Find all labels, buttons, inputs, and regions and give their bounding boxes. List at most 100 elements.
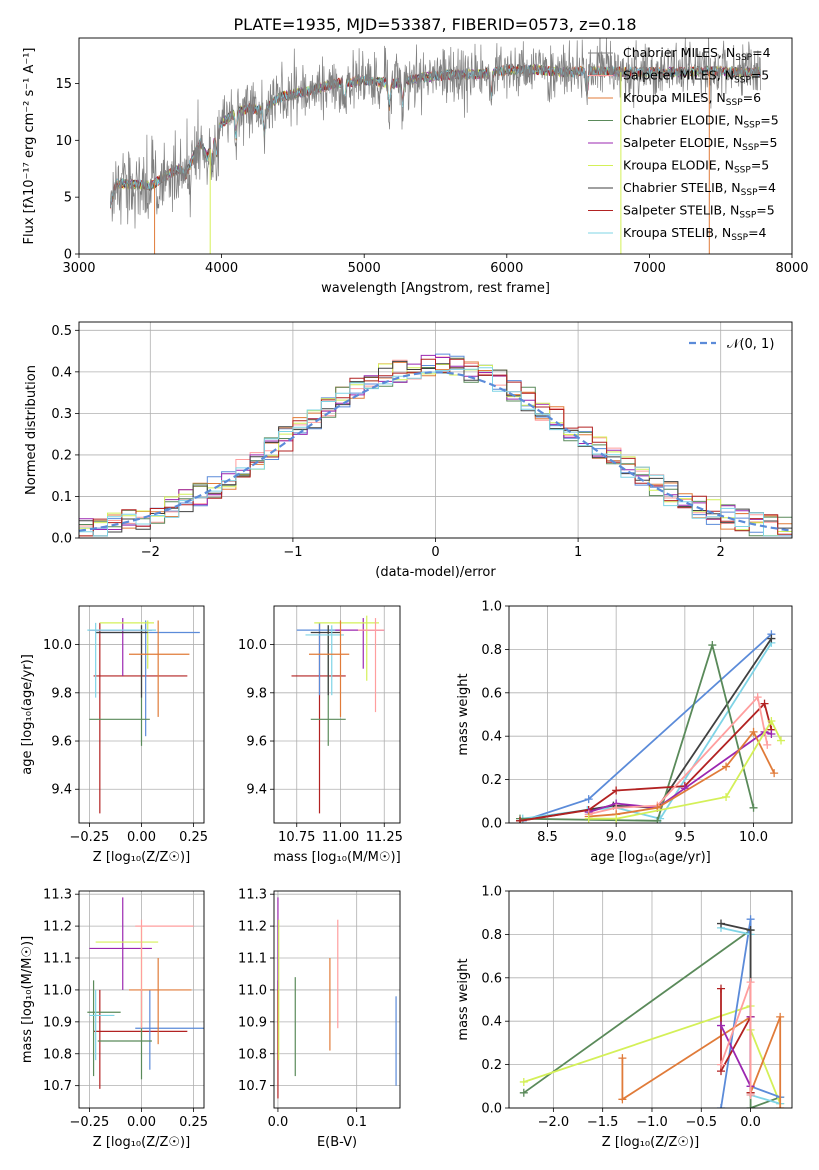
residual_hist-xlabel: (data-model)/error: [375, 565, 496, 580]
figure-title: PLATE=1935, MJD=53387, FIBERID=0573, z=0…: [233, 15, 636, 34]
legend-entry: Salpeter ELODIE, NSSP=5: [623, 135, 777, 153]
mass_vs_Z-point: [129, 958, 192, 1045]
residual_hist-xtick-label: −2: [141, 545, 160, 560]
hist-legend-label: 𝒩(0, 1): [727, 337, 774, 352]
massweight_vs_Z-marker: [776, 1012, 785, 1021]
massweight_vs_Z-xtick-label: −1.5: [587, 1115, 619, 1130]
massweight_vs_Z-marker: [519, 1077, 528, 1086]
massweight_vs_age-marker: [722, 762, 731, 771]
massweight_vs_age-ytick-label: 1.0: [481, 600, 502, 615]
massweight_vs_age-marker: [722, 792, 731, 801]
mass_vs_Z-point: [93, 989, 188, 1089]
mass_vs_Z-ytick-label: 10.7: [43, 1079, 72, 1094]
massweight_vs_age-ylabel: mass weight: [456, 673, 471, 755]
massweight_vs_age-marker: [749, 727, 758, 736]
spectrum-ytick-label: 5: [64, 191, 72, 206]
spectrum-ytick-label: 0: [64, 248, 72, 263]
massweight_vs_Z-ytick-label: 1.0: [481, 885, 502, 900]
age_vs_Z-xtick-label: −0.25: [69, 830, 109, 845]
mass_vs_ebv-ytick-label: 11.0: [238, 983, 267, 998]
massweight_vs_Z-marker: [776, 1104, 785, 1108]
residual_hist-ytick-label: 0.3: [51, 407, 72, 422]
mass_vs_Z-ytick-label: 10.9: [43, 1015, 72, 1030]
residual_hist-ytick-label: 0.0: [51, 532, 72, 547]
legend-entry: Kroupa MILES, NSSP=6: [623, 90, 761, 108]
age_vs_mass-axes: 10.75 11.00 11.25 9.4 9.6 9.8 10.0 mass [log₁₀(…: [238, 605, 403, 865]
legend-entry: Salpeter STELIB, NSSP=5: [623, 203, 775, 221]
spectrum-xtick-label: 3000: [62, 261, 95, 276]
normal-curve: [79, 371, 790, 532]
massweight_vs_age-ytick-label: 0.0: [481, 817, 502, 832]
mass_vs_Z-point: [135, 919, 194, 1029]
age_vs_Z-ytick-label: 9.8: [51, 686, 72, 701]
massweight_vs_age-axes: 8.5 9.0 9.5 10.0 0.0 0.2 0.4 0.6 0.8 1.0 age [log₁…: [456, 600, 793, 865]
mass_vs_Z-ylabel: mass [log₁₀(M/M☉)]: [20, 936, 35, 1063]
massweight_vs_age-marker: [584, 795, 593, 804]
residual_hist-ytick-label: 0.4: [51, 365, 72, 380]
massweight_vs_Z-series: [717, 978, 755, 1099]
massweight_vs_age-series: [584, 717, 786, 823]
age_vs_Z-ytick-label: 9.4: [51, 783, 72, 798]
age_vs_Z-xtick-label: 0.25: [179, 830, 208, 845]
age_vs_Z-point: [99, 620, 154, 669]
massweight_vs_age-marker: [763, 740, 772, 749]
age_vs_mass-point: [310, 625, 341, 696]
axes-frame: [273, 605, 401, 824]
age_vs_mass-ytick-label: 10.0: [238, 638, 267, 653]
massweight_vs_age-marker: [708, 641, 717, 650]
residual_hist-ylabel: Normed distribution: [24, 365, 39, 495]
axes-frame: [78, 890, 205, 1109]
age_vs_mass-ytick-label: 9.4: [246, 783, 267, 798]
spectrum-axes: 3000 4000 5000 6000 7000 8000 0 5 10 15 wavelength…: [22, 37, 809, 296]
massweight_vs_Z-ylabel: mass weight: [456, 958, 471, 1040]
mass_vs_Z-xtick-label: 0.25: [179, 1115, 208, 1130]
massweight_vs_age-marker: [770, 769, 779, 778]
mass_vs_ebv-ytick-label: 10.9: [238, 1015, 267, 1030]
massweight_vs_Z-xtick-label: 0.0: [740, 1115, 761, 1130]
massweight_vs_Z-marker: [746, 978, 755, 987]
residual_hist-ytick-label: 0.2: [51, 448, 72, 463]
massweight_vs_Z-marker: [746, 926, 755, 935]
age_vs_Z-point: [93, 622, 188, 814]
massweight_vs_age-ytick-label: 0.4: [481, 730, 502, 745]
spectrum-xtick-label: 7000: [633, 261, 666, 276]
age_vs_mass-point: [358, 618, 385, 713]
mass_vs_ebv-ytick-label: 11.1: [238, 952, 267, 967]
massweight_vs_age-marker: [749, 803, 758, 812]
massweight_vs_Z-xtick-label: −1.0: [636, 1115, 668, 1130]
mass_vs_Z-point: [87, 980, 121, 1077]
massweight_vs_age-marker: [753, 693, 762, 702]
mass_vs_ebv-ytick-label: 11.3: [238, 888, 267, 903]
massweight_vs_Z-marker: [746, 1104, 755, 1108]
massweight_vs_age-marker: [767, 717, 776, 726]
massweight_vs_age-marker: [767, 634, 776, 643]
age_vs_Z-ytick-label: 10.0: [43, 638, 72, 653]
massweight_vs_age-ytick-label: 0.2: [481, 773, 502, 788]
residual_hist-xtick-label: 1: [574, 545, 582, 560]
massweight_vs_age-xlabel: age [log₁₀(age/yr)]: [590, 850, 711, 865]
residual_hist-ytick-label: 0.1: [51, 490, 72, 505]
spectrum-observed-line: [110, 38, 761, 229]
mass_vs_ebv-xtick-label: 0.1: [346, 1115, 367, 1130]
axes-frame: [78, 605, 205, 824]
massweight_vs_Z-marker: [519, 1088, 528, 1097]
mass_vs_Z-ytick-label: 11.0: [43, 983, 72, 998]
mass_vs_Z-point: [135, 989, 204, 1070]
legend-entry: Chabrier STELIB, NSSP=4: [623, 180, 776, 198]
age_vs_Z-point: [87, 622, 157, 698]
massweight_vs_Z-xlabel: Z [log₁₀(Z/Z☉)]: [602, 1135, 699, 1150]
mass_vs_Z-xtick-label: 0.00: [127, 1115, 156, 1130]
massweight_vs_age-marker: [612, 814, 621, 823]
mass_vs_Z-ytick-label: 11.1: [43, 952, 72, 967]
massweight_vs_Z-marker: [717, 1021, 726, 1030]
massweight_vs_Z-marker: [717, 1104, 726, 1108]
age_vs_mass-point: [309, 620, 350, 717]
mass_vs_ebv-xlabel: E(B-V): [317, 1135, 357, 1150]
massweight_vs_age-marker: [767, 730, 776, 739]
massweight_vs_age-marker: [584, 814, 593, 823]
spectrum-xtick-label: 8000: [775, 261, 808, 276]
legend-entry: Chabrier ELODIE, NSSP=5: [623, 113, 779, 131]
age_vs_mass-ytick-label: 9.8: [246, 686, 267, 701]
age_vs_mass-xtick-label: 11.00: [322, 830, 359, 845]
